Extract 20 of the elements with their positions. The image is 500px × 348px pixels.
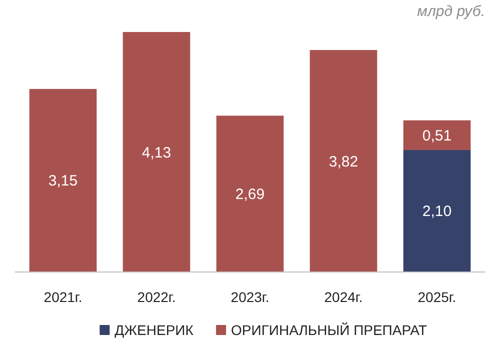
data-label: 3,82 <box>328 153 358 170</box>
bar <box>216 116 284 272</box>
bar <box>29 88 97 272</box>
data-label: 2,10 <box>422 203 452 220</box>
data-label: 0,51 <box>422 127 452 144</box>
x-tick-label: 2022г. <box>137 289 176 305</box>
legend-label: ОРИГИНАЛЬНЫЙ ПРЕПАРАТ <box>231 322 428 338</box>
x-tick-label: 2025г. <box>418 289 456 305</box>
y-axis-title: млрд руб. <box>417 3 485 20</box>
bar <box>122 32 190 272</box>
x-tick-label: 2023г. <box>230 289 270 305</box>
x-tick-label: 2024г. <box>324 289 363 305</box>
bar <box>403 150 471 272</box>
legend-label: ДЖЕНЕРИК <box>114 322 194 338</box>
bar <box>310 50 378 272</box>
x-tick-label: 2021г. <box>44 289 82 305</box>
data-label: 3,15 <box>48 172 78 190</box>
bar <box>403 120 471 150</box>
data-label: 4,13 <box>142 144 172 162</box>
data-label: 2,69 <box>235 186 265 204</box>
